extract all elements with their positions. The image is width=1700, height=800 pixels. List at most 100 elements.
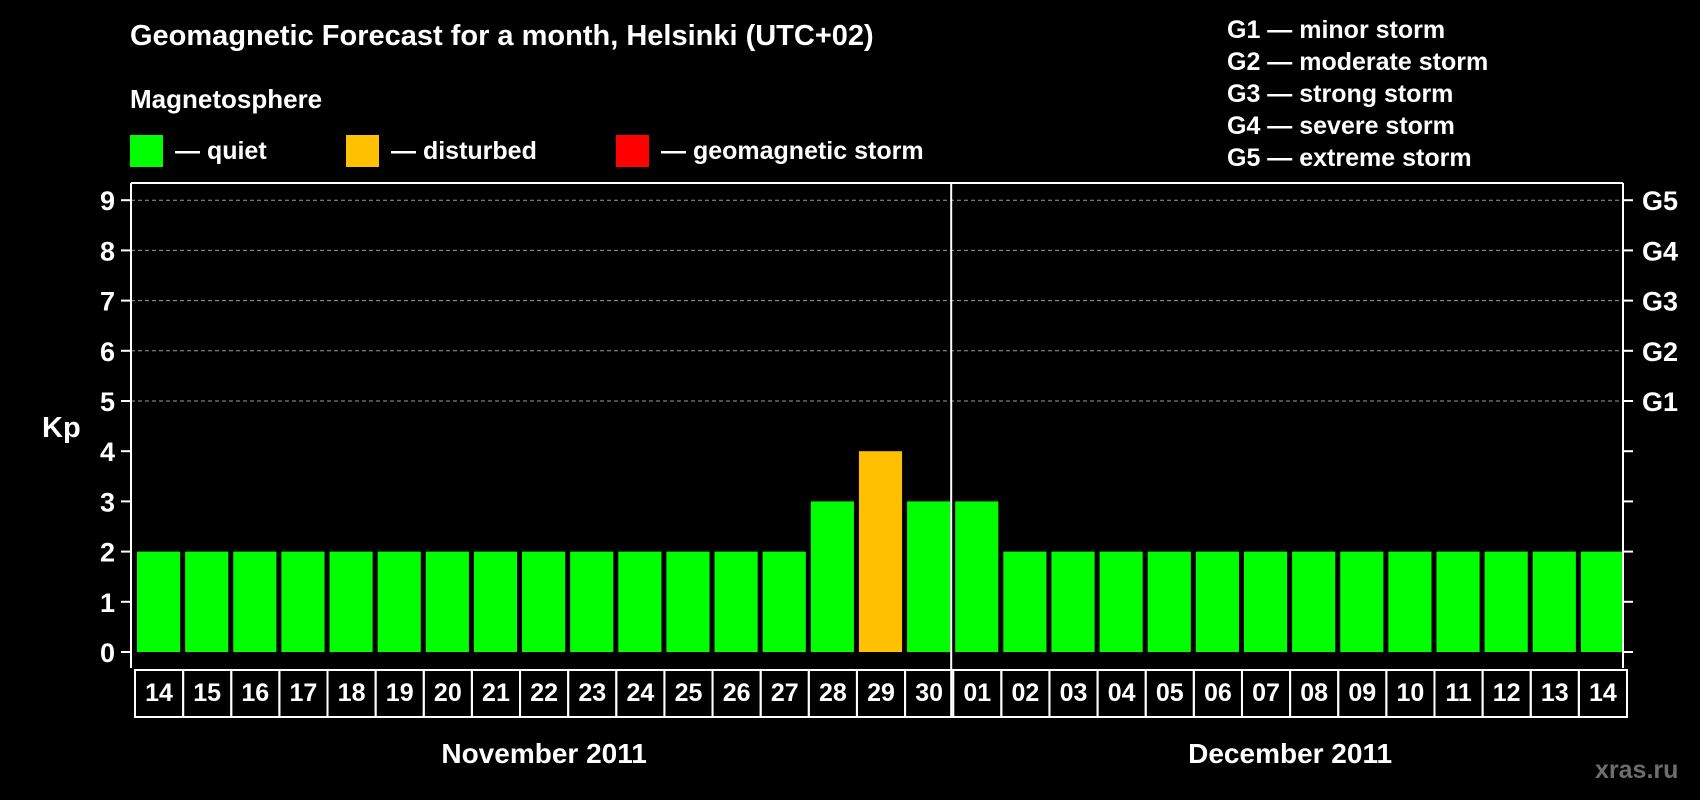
date-label: 08: [1300, 679, 1328, 707]
storm-scale-g3: G3 — strong storm: [1227, 80, 1454, 108]
kp-bar: [1292, 551, 1336, 652]
kp-bar: [907, 501, 951, 652]
kp-bar: [762, 551, 806, 652]
storm-scale-g1: G1 — minor storm: [1227, 16, 1446, 44]
date-label: 11: [1445, 679, 1472, 707]
date-label: 02: [1011, 679, 1039, 707]
kp-bar: [1243, 551, 1288, 652]
date-label: 03: [1060, 679, 1088, 707]
kp-bar: [1436, 551, 1480, 652]
kp-bar: [281, 551, 325, 652]
legend-label-disturbed: — disturbed: [391, 136, 537, 165]
date-label: 14: [145, 679, 173, 707]
kp-bar: [185, 551, 229, 652]
storm-scale-g4: G4 — severe storm: [1227, 112, 1455, 140]
kp-bar: [1051, 551, 1095, 652]
date-label: 13: [1541, 679, 1569, 707]
date-label: 29: [867, 679, 895, 707]
date-cell: [1577, 669, 1629, 718]
y-tick-label: 8: [100, 236, 115, 266]
kp-bar: [714, 551, 758, 652]
date-label: 19: [386, 679, 414, 707]
storm-scale-legend: G1 — minor storm G2 — moderate storm G3 …: [1227, 14, 1488, 174]
y-tick-label: 7: [100, 287, 115, 317]
kp-bar: [329, 551, 373, 652]
kp-bar: [473, 551, 518, 652]
y-tick-label: 4: [100, 437, 115, 467]
date-label: 12: [1493, 679, 1521, 707]
y-tick-label: 9: [100, 186, 115, 216]
kp-bar: [1340, 551, 1384, 652]
kp-bar: [810, 501, 854, 652]
date-label: 21: [482, 679, 510, 707]
kp-bar: [1484, 551, 1528, 652]
g-scale-label: G4: [1642, 236, 1678, 266]
date-label: 16: [241, 679, 269, 707]
date-label: 22: [530, 679, 558, 707]
month-label: December 2011: [1188, 738, 1392, 769]
kp-bar: [522, 551, 566, 652]
kp-bar: [570, 551, 614, 652]
kp-bar: [377, 551, 421, 652]
date-label: 10: [1397, 679, 1425, 707]
date-label: 30: [915, 679, 943, 707]
kp-bar: [858, 451, 903, 652]
month-label: November 2011: [441, 738, 646, 769]
date-label: 25: [675, 679, 703, 707]
kp-bar: [1003, 551, 1047, 652]
date-label: 17: [290, 679, 318, 707]
y-tick-label: 6: [100, 337, 115, 367]
kp-bar: [955, 501, 999, 652]
y-tick-label: 5: [100, 387, 115, 417]
kp-bar: [666, 551, 710, 652]
kp-bar: [137, 551, 181, 652]
date-label: 07: [1252, 679, 1280, 707]
kp-bar: [1532, 551, 1576, 652]
chart-title: Geomagnetic Forecast for a month, Helsin…: [130, 20, 874, 52]
date-label: 20: [434, 679, 462, 707]
y-tick-label: 0: [100, 638, 115, 668]
storm-scale-g2: G2 — moderate storm: [1227, 48, 1489, 76]
legend-item-disturbed: — disturbed: [346, 135, 537, 167]
watermark: xras.ru: [1595, 756, 1679, 784]
quiet-swatch: [130, 135, 163, 167]
y-tick-label: 3: [100, 487, 115, 517]
date-label: 14: [1589, 679, 1617, 707]
g-scale-label: G5: [1642, 186, 1678, 216]
storm-scale-g5: G5 — extreme storm: [1227, 144, 1472, 172]
y-tick-label: 2: [100, 538, 115, 568]
date-label: 15: [193, 679, 221, 707]
legend-title: Magnetosphere: [130, 84, 323, 114]
date-label: 09: [1348, 679, 1376, 707]
date-label: 06: [1204, 679, 1232, 707]
kp-bar: [618, 551, 662, 652]
legend-label-quiet: — quiet: [175, 136, 267, 165]
kp-bar: [1147, 551, 1191, 652]
date-label: 28: [819, 679, 847, 707]
legend-item-storm: — geomagnetic storm: [616, 135, 924, 167]
disturbed-swatch: [346, 135, 379, 167]
kp-bar: [1099, 551, 1143, 652]
kp-bar: [425, 551, 469, 652]
legend-label-storm: — geomagnetic storm: [661, 136, 924, 165]
g-scale-label: G1: [1642, 387, 1678, 417]
g-scale-label: G2: [1642, 337, 1678, 367]
date-label: 24: [626, 679, 654, 707]
y-tick-label: 1: [100, 588, 115, 618]
storm-swatch: [616, 135, 649, 167]
g-scale-label: G3: [1642, 287, 1678, 317]
date-label: 27: [771, 679, 799, 707]
date-label: 04: [1108, 679, 1136, 707]
y-axis-label: Kp: [42, 412, 81, 444]
kp-bar: [1388, 551, 1432, 652]
date-label: 18: [338, 679, 366, 707]
legend-item-quiet: — quiet: [130, 135, 267, 167]
date-label: 26: [723, 679, 751, 707]
date-label: 01: [963, 679, 991, 707]
kp-bar: [1580, 551, 1624, 652]
kp-bar: [1195, 551, 1239, 652]
kp-bar: [233, 551, 277, 652]
date-label: 05: [1156, 679, 1184, 707]
date-label: 23: [578, 679, 606, 707]
